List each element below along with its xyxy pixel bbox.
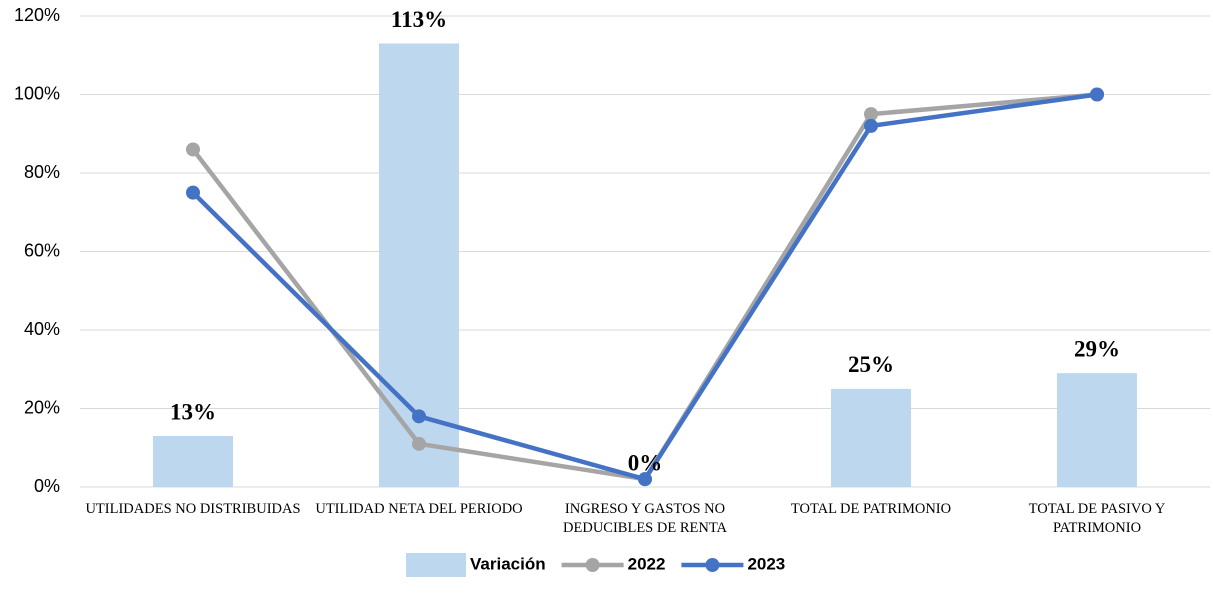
- x-tick-label: UTILIDADES NO DISTRIBUIDAS: [85, 501, 301, 517]
- legend-swatch: [406, 553, 466, 577]
- data-label: 113%: [391, 7, 447, 32]
- marker: [638, 472, 652, 487]
- marker: [1090, 87, 1104, 102]
- y-tick-label: 0%: [34, 476, 60, 496]
- marker: [186, 142, 200, 157]
- legend-label: Variación: [470, 554, 546, 573]
- line: [191, 92, 1098, 482]
- bar: [831, 388, 911, 487]
- x-tick-label: INGRESO Y GASTOS NO DEDUCIBLES DE RENTA: [563, 501, 727, 536]
- data-label: 13%: [170, 399, 216, 424]
- legend-marker: [585, 558, 600, 572]
- marker: [412, 436, 426, 451]
- y-tick-label: 100%: [14, 83, 60, 103]
- line: [191, 92, 1098, 482]
- legend-item: 2023: [681, 554, 785, 573]
- y-tick-label: 20%: [24, 397, 60, 417]
- marker: [864, 107, 878, 122]
- marker: [412, 409, 426, 424]
- x-tick-label: TOTAL DE PASIVO Y PATRIMONIO: [1028, 501, 1166, 536]
- bar: [1057, 373, 1137, 487]
- data-label: 25%: [848, 352, 894, 377]
- legend-item: Variación: [406, 553, 546, 577]
- data-label: 0%: [628, 450, 663, 475]
- y-tick-label: 120%: [14, 5, 60, 25]
- y-tick-label: 80%: [24, 162, 60, 182]
- marker: [186, 185, 200, 200]
- bar: [153, 435, 233, 487]
- y-tick-label: 60%: [24, 240, 60, 260]
- legend-label: 2023: [747, 554, 785, 573]
- legend-marker: [705, 558, 720, 572]
- data-label: 29%: [1074, 336, 1120, 361]
- x-tick-label: UTILIDAD NETA DEL PERIODO: [315, 501, 523, 517]
- legend-item: 2022: [561, 554, 666, 573]
- marker: [864, 118, 878, 133]
- y-tick-label: 40%: [24, 319, 60, 339]
- x-tick-label: TOTAL DE PATRIMONIO: [790, 501, 952, 517]
- legend-label: 2022: [628, 554, 666, 573]
